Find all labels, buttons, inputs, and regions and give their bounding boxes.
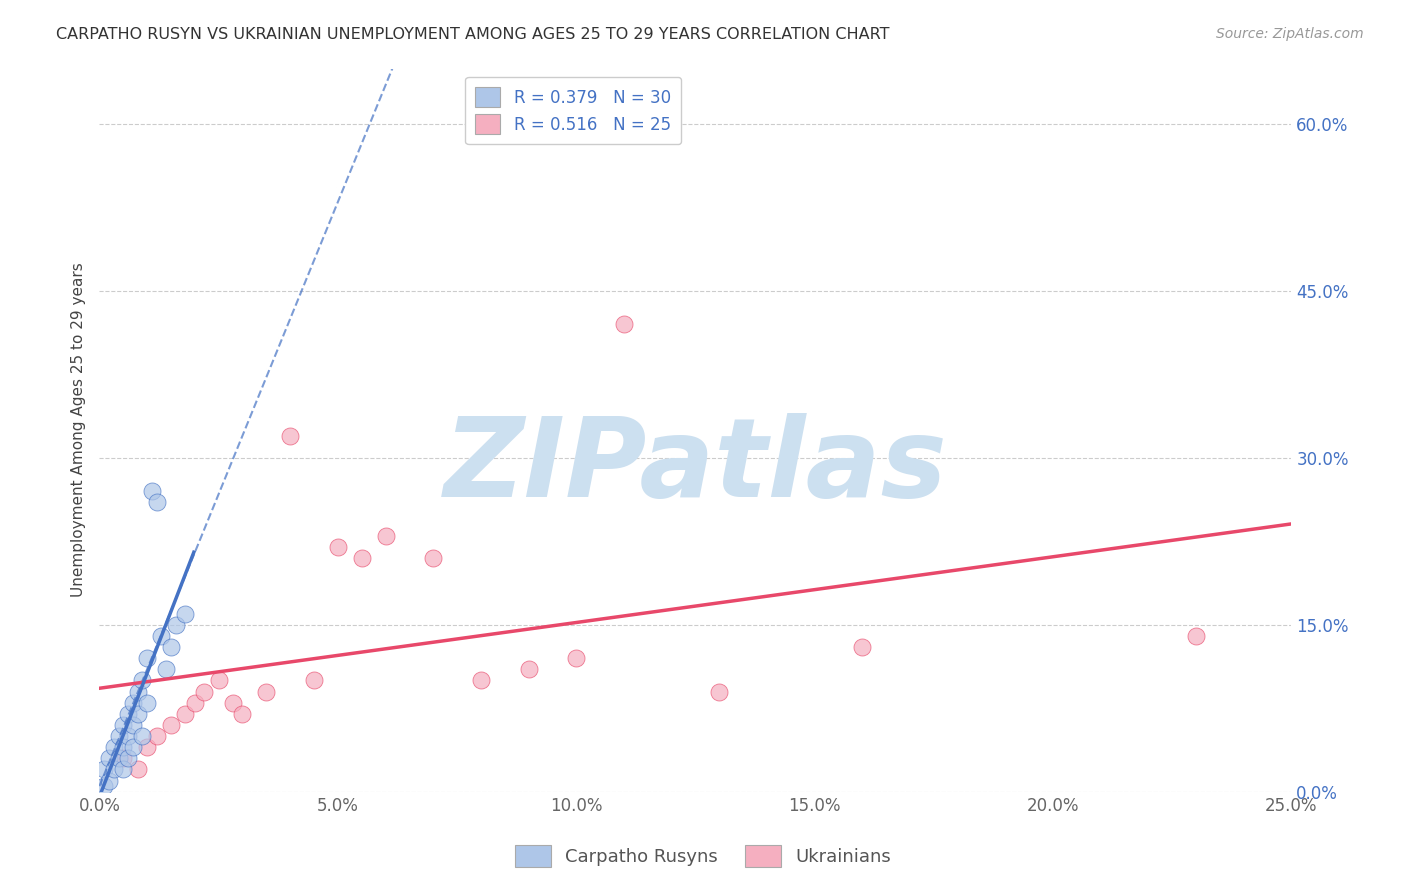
Point	[136, 651, 159, 665]
Legend: Carpatho Rusyns, Ukrainians: Carpatho Rusyns, Ukrainians	[508, 838, 898, 874]
Point	[103, 740, 125, 755]
Point	[127, 684, 149, 698]
Y-axis label: Unemployment Among Ages 25 to 29 years: Unemployment Among Ages 25 to 29 years	[72, 263, 86, 598]
Point	[422, 551, 444, 566]
Point	[136, 696, 159, 710]
Point	[121, 696, 143, 710]
Point	[145, 729, 167, 743]
Point	[193, 684, 215, 698]
Text: CARPATHO RUSYN VS UKRAINIAN UNEMPLOYMENT AMONG AGES 25 TO 29 YEARS CORRELATION C: CARPATHO RUSYN VS UKRAINIAN UNEMPLOYMENT…	[56, 27, 890, 42]
Point	[127, 763, 149, 777]
Point	[131, 729, 153, 743]
Point	[121, 718, 143, 732]
Point	[103, 763, 125, 777]
Point	[127, 706, 149, 721]
Point	[165, 617, 187, 632]
Point	[174, 706, 197, 721]
Point	[98, 751, 121, 765]
Point	[117, 751, 139, 765]
Point	[121, 740, 143, 755]
Point	[112, 751, 135, 765]
Point	[208, 673, 231, 688]
Point	[107, 729, 129, 743]
Point	[117, 729, 139, 743]
Point	[131, 673, 153, 688]
Point	[302, 673, 325, 688]
Point	[709, 684, 731, 698]
Point	[470, 673, 492, 688]
Point	[136, 740, 159, 755]
Point	[517, 662, 540, 676]
Point	[98, 773, 121, 788]
Point	[155, 662, 177, 676]
Point	[112, 740, 135, 755]
Point	[93, 763, 115, 777]
Point	[160, 718, 183, 732]
Point	[326, 540, 349, 554]
Point	[278, 428, 301, 442]
Point	[160, 640, 183, 654]
Point	[150, 629, 173, 643]
Point	[145, 495, 167, 509]
Text: ZIPatlas: ZIPatlas	[443, 413, 948, 520]
Point	[184, 696, 207, 710]
Point	[107, 751, 129, 765]
Point	[112, 763, 135, 777]
Point	[231, 706, 253, 721]
Point	[93, 779, 115, 793]
Point	[222, 696, 245, 710]
Point	[112, 718, 135, 732]
Point	[851, 640, 873, 654]
Point	[117, 706, 139, 721]
Point	[613, 318, 636, 332]
Point	[350, 551, 373, 566]
Point	[141, 484, 163, 499]
Point	[174, 607, 197, 621]
Text: Source: ZipAtlas.com: Source: ZipAtlas.com	[1216, 27, 1364, 41]
Point	[565, 651, 588, 665]
Point	[1185, 629, 1208, 643]
Legend: R = 0.379   N = 30, R = 0.516   N = 25: R = 0.379 N = 30, R = 0.516 N = 25	[465, 77, 681, 145]
Point	[254, 684, 277, 698]
Point	[374, 529, 396, 543]
